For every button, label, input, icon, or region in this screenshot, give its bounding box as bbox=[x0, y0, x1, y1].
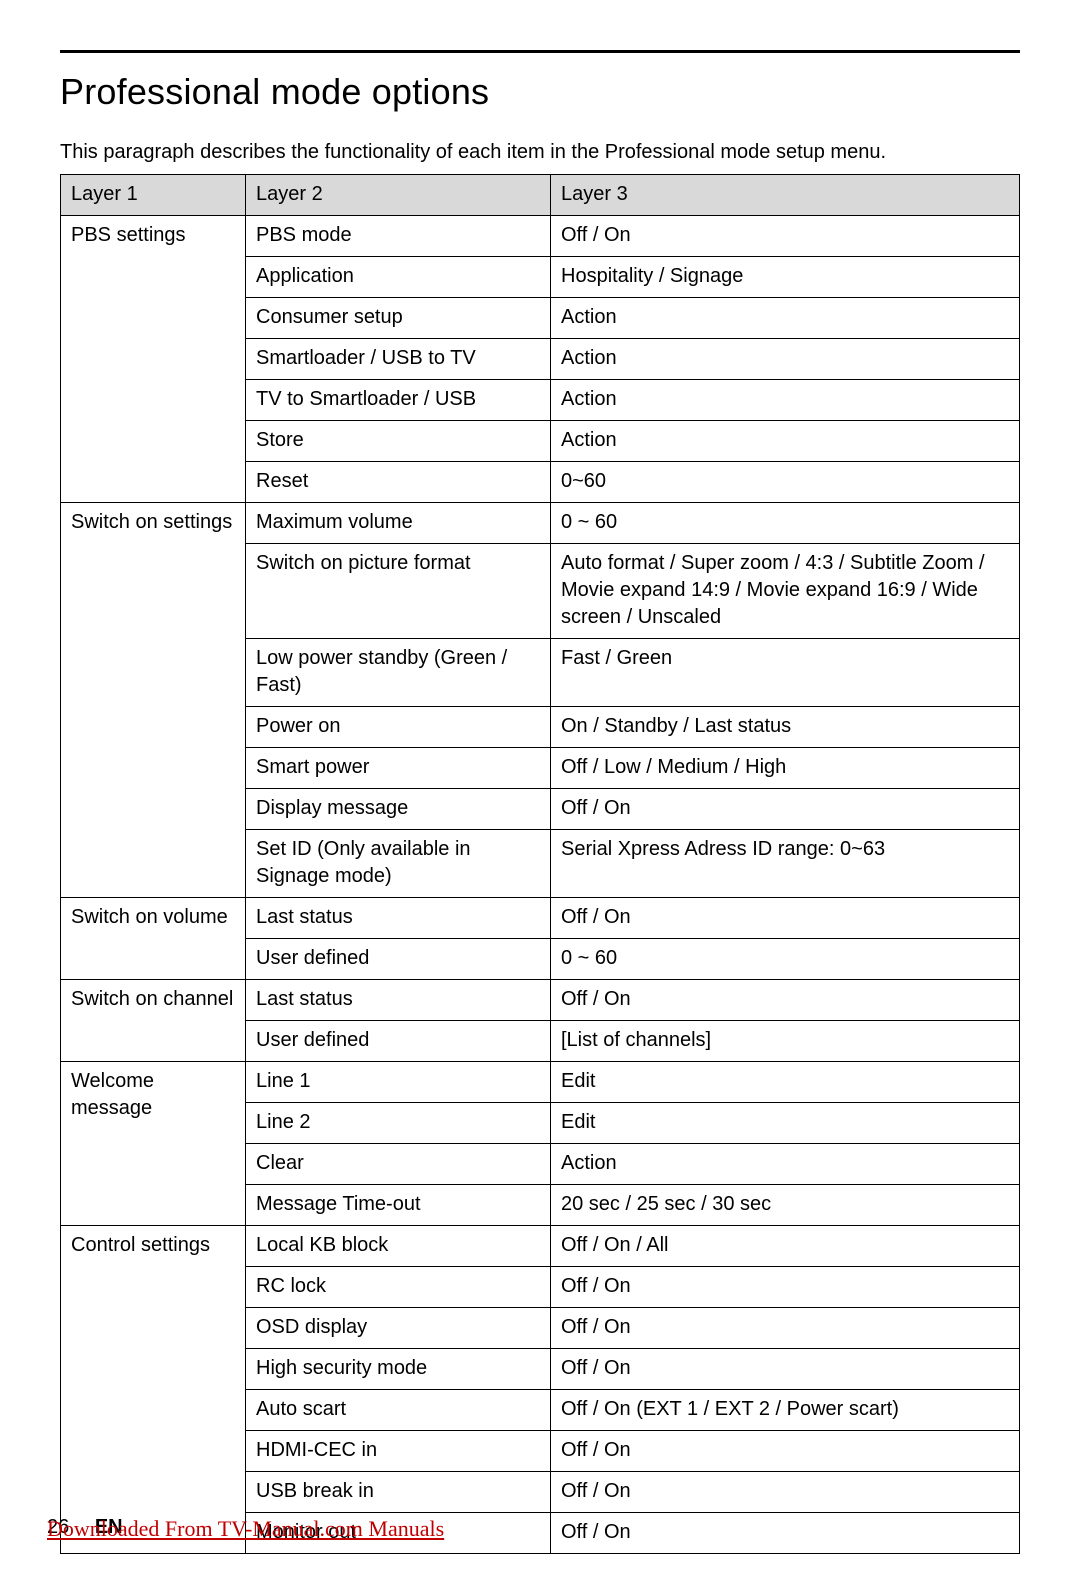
cell-layer1: PBS settings bbox=[61, 216, 246, 503]
cell-layer3: Off / On bbox=[551, 980, 1020, 1021]
download-link[interactable]: Downloaded From TV-Manual.com Manuals bbox=[47, 1516, 444, 1542]
cell-layer3: Action bbox=[551, 421, 1020, 462]
cell-layer3: Action bbox=[551, 380, 1020, 421]
cell-layer1: Switch on channel bbox=[61, 980, 246, 1062]
cell-layer2: High security mode bbox=[246, 1349, 551, 1390]
cell-layer2: User defined bbox=[246, 939, 551, 980]
cell-layer2: Consumer setup bbox=[246, 298, 551, 339]
cell-layer3: 0~60 bbox=[551, 462, 1020, 503]
cell-layer2: Smartloader / USB to TV bbox=[246, 339, 551, 380]
page-title: Professional mode options bbox=[60, 71, 1020, 113]
cell-layer3: Off / On bbox=[551, 1431, 1020, 1472]
cell-layer2: RC lock bbox=[246, 1267, 551, 1308]
cell-layer3: Off / On bbox=[551, 898, 1020, 939]
cell-layer2: Store bbox=[246, 421, 551, 462]
cell-layer2: Line 1 bbox=[246, 1062, 551, 1103]
cell-layer2: PBS mode bbox=[246, 216, 551, 257]
cell-layer3: Off / On bbox=[551, 1513, 1020, 1554]
cell-layer2: Smart power bbox=[246, 748, 551, 789]
cell-layer3: Off / Low / Medium / High bbox=[551, 748, 1020, 789]
cell-layer2: TV to Smartloader / USB bbox=[246, 380, 551, 421]
table-row: Control settingsLocal KB blockOff / On /… bbox=[61, 1226, 1020, 1267]
table-row: Switch on channelLast statusOff / On bbox=[61, 980, 1020, 1021]
table-row: Welcome messageLine 1Edit bbox=[61, 1062, 1020, 1103]
cell-layer1: Welcome message bbox=[61, 1062, 246, 1226]
cell-layer3: Action bbox=[551, 298, 1020, 339]
cell-layer3: Serial Xpress Adress ID range: 0~63 bbox=[551, 830, 1020, 898]
cell-layer3: Off / On bbox=[551, 1308, 1020, 1349]
cell-layer3: 20 sec / 25 sec / 30 sec bbox=[551, 1185, 1020, 1226]
options-table: Layer 1 Layer 2 Layer 3 PBS settingsPBS … bbox=[60, 174, 1020, 1554]
cell-layer2: HDMI-CEC in bbox=[246, 1431, 551, 1472]
cell-layer3: Off / On bbox=[551, 1349, 1020, 1390]
cell-layer2: Clear bbox=[246, 1144, 551, 1185]
cell-layer3: [List of channels] bbox=[551, 1021, 1020, 1062]
col-header-layer2: Layer 2 bbox=[246, 175, 551, 216]
cell-layer3: Off / On bbox=[551, 789, 1020, 830]
table-row: Switch on volumeLast statusOff / On bbox=[61, 898, 1020, 939]
cell-layer2: Application bbox=[246, 257, 551, 298]
cell-layer3: 0 ~ 60 bbox=[551, 503, 1020, 544]
cell-layer2: Line 2 bbox=[246, 1103, 551, 1144]
cell-layer3: Off / On / All bbox=[551, 1226, 1020, 1267]
cell-layer2: Auto scart bbox=[246, 1390, 551, 1431]
cell-layer3: Action bbox=[551, 1144, 1020, 1185]
cell-layer3: Off / On bbox=[551, 1267, 1020, 1308]
cell-layer2: Message Time-out bbox=[246, 1185, 551, 1226]
cell-layer2: Maximum volume bbox=[246, 503, 551, 544]
cell-layer3: Off / On bbox=[551, 1472, 1020, 1513]
cell-layer1: Control settings bbox=[61, 1226, 246, 1554]
cell-layer3: 0 ~ 60 bbox=[551, 939, 1020, 980]
page: Professional mode options This paragraph… bbox=[0, 0, 1080, 1594]
table-header-row: Layer 1 Layer 2 Layer 3 bbox=[61, 175, 1020, 216]
cell-layer3: Edit bbox=[551, 1103, 1020, 1144]
cell-layer3: Auto format / Super zoom / 4:3 / Subtitl… bbox=[551, 544, 1020, 639]
cell-layer2: Set ID (Only available in Signage mode) bbox=[246, 830, 551, 898]
cell-layer2: Reset bbox=[246, 462, 551, 503]
col-header-layer3: Layer 3 bbox=[551, 175, 1020, 216]
cell-layer3: Edit bbox=[551, 1062, 1020, 1103]
cell-layer2: Last status bbox=[246, 898, 551, 939]
cell-layer3: Off / On (EXT 1 / EXT 2 / Power scart) bbox=[551, 1390, 1020, 1431]
cell-layer2: Power on bbox=[246, 707, 551, 748]
intro-paragraph: This paragraph describes the functionali… bbox=[60, 141, 1020, 164]
cell-layer3: Hospitality / Signage bbox=[551, 257, 1020, 298]
cell-layer2: Local KB block bbox=[246, 1226, 551, 1267]
cell-layer2: Switch on picture format bbox=[246, 544, 551, 639]
cell-layer2: OSD display bbox=[246, 1308, 551, 1349]
table-row: Switch on settingsMaximum volume0 ~ 60 bbox=[61, 503, 1020, 544]
cell-layer2: USB break in bbox=[246, 1472, 551, 1513]
cell-layer3: Off / On bbox=[551, 216, 1020, 257]
cell-layer2: Display message bbox=[246, 789, 551, 830]
cell-layer3: On / Standby / Last status bbox=[551, 707, 1020, 748]
col-header-layer1: Layer 1 bbox=[61, 175, 246, 216]
cell-layer3: Fast / Green bbox=[551, 639, 1020, 707]
cell-layer2: Low power standby (Green / Fast) bbox=[246, 639, 551, 707]
table-row: PBS settingsPBS modeOff / On bbox=[61, 216, 1020, 257]
cell-layer3: Action bbox=[551, 339, 1020, 380]
page-footer: 26 EN Downloaded From TV-Manual.com Manu… bbox=[47, 1516, 123, 1539]
cell-layer2: User defined bbox=[246, 1021, 551, 1062]
top-rule bbox=[60, 50, 1020, 53]
cell-layer1: Switch on volume bbox=[61, 898, 246, 980]
cell-layer1: Switch on settings bbox=[61, 503, 246, 898]
cell-layer2: Last status bbox=[246, 980, 551, 1021]
